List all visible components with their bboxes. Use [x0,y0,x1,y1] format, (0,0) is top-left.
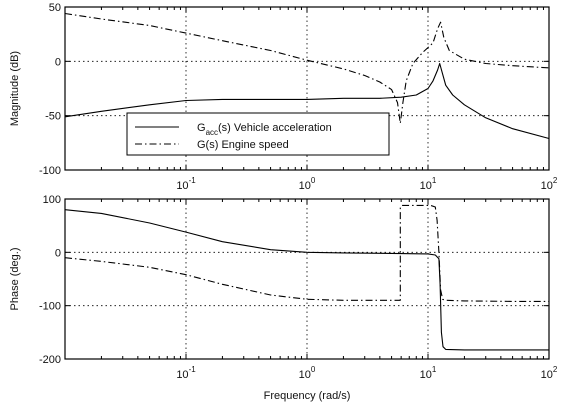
phase-y-tick-label: 0 [55,247,61,259]
magnitude-y-tick-label: 50 [49,2,61,14]
magnitude-series-solid-line [64,62,550,140]
phase-y-axis-label: Phase (deg.) [9,248,21,311]
magnitude-series-dashdot-line [64,12,550,124]
phase-y-tick-label: 100 [43,194,61,206]
magnitude-x-tick-label: 102 [541,176,558,192]
phase-x-tick-label: 100 [299,365,316,381]
legend-entry-label: G(s) Engine speed [197,139,289,151]
magnitude-x-tick-label: 10-1 [176,176,196,192]
legend-box [126,112,390,156]
phase-panel: 10-1 100 101 102 100 0 -100 -200 Phase (deg.) Fre… [9,194,558,402]
phase-x-axis-label: Frequency (rad/s) [264,390,351,402]
magnitude-y-axis-label: Magnitude (dB) [9,51,21,126]
magnitude-y-tick-label: -100 [39,165,61,177]
magnitude-y-tick-label: -50 [45,111,61,123]
magnitude-x-tick-label: 100 [299,176,316,192]
magnitude-x-tick-label: 101 [420,176,437,192]
phase-x-tick-label: 101 [420,365,437,381]
phase-x-tick-label: 10-1 [176,365,196,381]
phase-y-tick-label: -200 [39,354,61,366]
phase-series-dashdot-line [64,204,549,302]
magnitude-y-tick-label: 0 [55,56,61,68]
phase-y-tick-label: -100 [39,301,61,313]
phase-series-solid-line [64,209,549,351]
magnitude-panel: 10-1 100 101 102 50 0 -50 -100 Magnitude (dB) Gac… [9,2,558,192]
phase-x-tick-label: 102 [541,365,558,381]
legend: Gacc(s) Vehicle acceleration G(s) Engine … [126,112,390,156]
legend-entry-label: Gacc(s) Vehicle acceleration [197,122,332,137]
